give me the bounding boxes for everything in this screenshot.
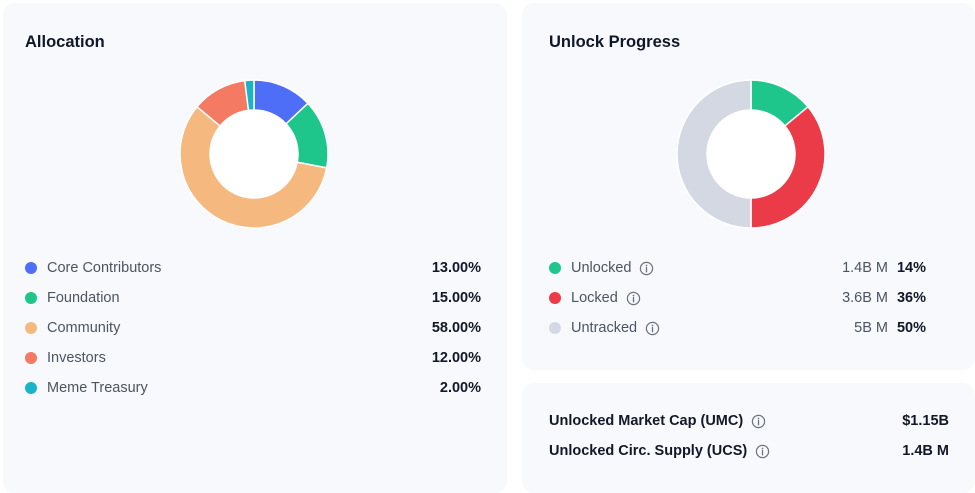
legend-item-untracked: Untracked 5B M 50% [549, 313, 926, 343]
unlock-legend: Unlocked 1.4B M 14% Locked 3.6B M 36% Un… [549, 253, 926, 343]
ucs-label: Unlocked Circ. Supply (UCS) [549, 443, 748, 459]
info-icon[interactable] [626, 291, 641, 306]
allocation-card: Allocation Core Contributors 13.00% Foun… [3, 3, 507, 493]
legend-label: Locked [571, 290, 618, 306]
legend-item-meme-treasury: Meme Treasury 2.00% [25, 373, 481, 403]
legend-dot [25, 382, 37, 394]
allocation-legend: Core Contributors 13.00% Foundation 15.0… [25, 253, 481, 403]
legend-dot [25, 322, 37, 334]
legend-amount: 5B M [854, 320, 888, 336]
info-icon[interactable] [645, 321, 660, 336]
unlocked-market-stats-card: Unlocked Market Cap (UMC) $1.15B Unlocke… [522, 383, 975, 493]
legend-percent: 50% [896, 320, 926, 336]
umc-label: Unlocked Market Cap (UMC) [549, 413, 744, 429]
legend-item-investors: Investors 12.00% [25, 343, 481, 373]
allocation-title: Allocation [25, 33, 105, 51]
legend-amount: 3.6B M [842, 290, 888, 306]
legend-label: Foundation [47, 290, 120, 306]
umc-value: $1.15B [902, 413, 949, 429]
legend-percent: 15.00% [431, 290, 481, 306]
legend-item-locked: Locked 3.6B M 36% [549, 283, 926, 313]
legend-percent: 36% [896, 290, 926, 306]
legend-percent: 14% [896, 260, 926, 276]
legend-dot [25, 292, 37, 304]
legend-label: Core Contributors [47, 260, 162, 276]
unlock-progress-title: Unlock Progress [549, 33, 681, 51]
legend-dot [549, 322, 561, 334]
info-icon[interactable] [639, 261, 654, 276]
legend-label: Unlocked [571, 260, 632, 276]
ucs-value: 1.4B M [902, 443, 949, 459]
unlock-progress-card: Unlock Progress Unlocked 1.4B M 14% Lock… [522, 3, 975, 370]
legend-label: Community [47, 320, 121, 336]
legend-percent: 13.00% [431, 260, 481, 276]
legend-item-community: Community 58.00% [25, 313, 481, 343]
legend-dot [549, 262, 561, 274]
legend-item-unlocked: Unlocked 1.4B M 14% [549, 253, 926, 283]
legend-label: Untracked [571, 320, 638, 336]
legend-dot [549, 292, 561, 304]
umc-row: Unlocked Market Cap (UMC) $1.15B [549, 409, 949, 433]
legend-amount: 1.4B M [842, 260, 888, 276]
legend-percent: 58.00% [431, 320, 481, 336]
legend-dot [25, 352, 37, 364]
legend-item-foundation: Foundation 15.00% [25, 283, 481, 313]
donut-hole [210, 110, 298, 198]
unlock-donut-chart [676, 79, 826, 229]
ucs-row: Unlocked Circ. Supply (UCS) 1.4B M [549, 439, 949, 463]
allocation-donut-chart [179, 79, 329, 229]
legend-percent: 2.00% [439, 380, 481, 396]
legend-percent: 12.00% [431, 350, 481, 366]
donut-hole [707, 110, 795, 198]
info-icon[interactable] [755, 444, 770, 459]
info-icon[interactable] [751, 414, 766, 429]
legend-label: Meme Treasury [47, 380, 148, 396]
legend-dot [25, 262, 37, 274]
legend-item-core-contributors: Core Contributors 13.00% [25, 253, 481, 283]
legend-label: Investors [47, 350, 106, 366]
